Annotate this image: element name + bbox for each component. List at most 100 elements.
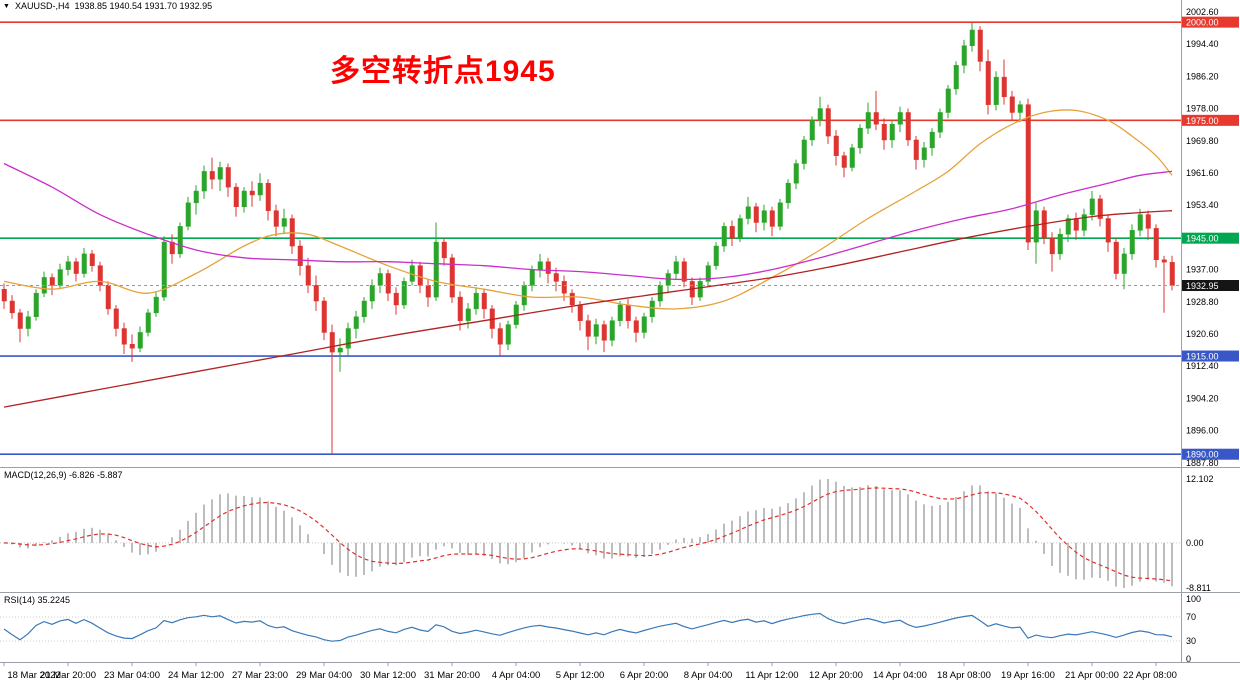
candle [953, 61, 959, 95]
macd-histogram [11, 479, 1173, 588]
time-axis-label: 23 Mar 04:00 [104, 670, 160, 681]
rsi-axis: 100 70 30 0 [1186, 594, 1201, 664]
candle [889, 120, 895, 148]
price-axis-label: 1904.20 [1186, 393, 1219, 403]
price-tag: 2000.00 [1182, 16, 1239, 28]
candle [377, 267, 383, 294]
price-axis-label: 1994.40 [1186, 39, 1219, 49]
candle [145, 308, 151, 337]
time-axis-label: 19 Apr 16:00 [1001, 670, 1055, 681]
candle [121, 322, 127, 355]
candle [113, 304, 119, 337]
time-axis-label: 18 Apr 08:00 [937, 670, 991, 681]
candle [489, 304, 495, 339]
candle [945, 84, 951, 119]
rsi-axis-label: 0 [1186, 654, 1191, 664]
price-tag: 1945.00 [1182, 232, 1239, 244]
candle [937, 108, 943, 139]
candle [9, 295, 15, 319]
candle [785, 179, 791, 209]
candle [161, 236, 167, 302]
time-axis-label: 27 Mar 23:00 [232, 670, 288, 681]
svg-text:1975.00: 1975.00 [1186, 116, 1219, 126]
time-axis-label: 12 Apr 20:00 [809, 670, 863, 681]
svg-text:1945.00: 1945.00 [1186, 234, 1219, 244]
candle [289, 214, 295, 254]
candle [769, 206, 775, 237]
candle [1001, 59, 1007, 105]
candle [97, 261, 103, 292]
horizontal-price-lines [0, 21, 1181, 456]
rsi-axis-label: 30 [1186, 636, 1196, 646]
candle [465, 302, 471, 329]
candle [225, 163, 231, 197]
candle [505, 320, 511, 351]
candle [793, 159, 799, 190]
candle [905, 108, 911, 146]
svg-text:2000.00: 2000.00 [1186, 18, 1219, 28]
candle [305, 257, 311, 294]
price-axis-label: 1887.80 [1186, 458, 1219, 468]
candle [921, 141, 927, 168]
candle [345, 322, 351, 357]
price-axis-label: 1920.60 [1186, 329, 1219, 339]
candle [761, 204, 767, 231]
candle [985, 49, 991, 115]
candle [833, 130, 839, 166]
candle [825, 104, 831, 144]
candle [1049, 232, 1055, 272]
time-axis-label: 21 Mar 20:00 [40, 670, 96, 681]
candle [1105, 214, 1111, 252]
candle [1113, 238, 1119, 280]
candle [369, 279, 375, 309]
candle [601, 320, 607, 353]
macd-axis-label: 0.00 [1186, 538, 1204, 548]
candle [201, 165, 207, 199]
candle [25, 310, 31, 337]
candle [1129, 224, 1135, 260]
symbol-dropdown-icon[interactable]: ▼ [3, 2, 10, 10]
price-axis-label: 1953.40 [1186, 200, 1219, 210]
candle [401, 277, 407, 309]
candle [393, 287, 399, 315]
time-axis-label: 4 Apr 04:00 [492, 670, 541, 681]
price-axis-label: 1961.60 [1186, 168, 1219, 178]
candle [1097, 194, 1103, 227]
ma-orange-line [3, 109, 1173, 310]
ma-magenta-line [3, 162, 1173, 281]
candle [257, 173, 263, 201]
price-tag: 1975.00 [1182, 114, 1239, 126]
candle [105, 281, 111, 315]
candle [473, 287, 479, 315]
price-axis-label: 1937.00 [1186, 265, 1219, 275]
price-tag: 1890.00 [1182, 448, 1239, 460]
candle [1121, 247, 1127, 290]
time-axis-label: 8 Apr 04:00 [684, 670, 733, 681]
rsi-line [3, 612, 1173, 642]
price-axis-label: 1912.40 [1186, 361, 1219, 371]
candle [633, 316, 639, 343]
candle [433, 222, 439, 302]
candle [481, 289, 487, 319]
candle [1009, 90, 1015, 121]
candle [625, 299, 631, 329]
candle [553, 267, 559, 292]
time-axis-label: 29 Mar 04:00 [296, 670, 352, 681]
candle [337, 338, 343, 372]
candle [153, 291, 159, 317]
candle [841, 151, 847, 178]
time-axis-label: 30 Mar 12:00 [360, 670, 416, 681]
time-axis-label: 6 Apr 20:00 [620, 670, 669, 681]
candle [129, 334, 135, 362]
candle [729, 220, 735, 247]
candle [537, 253, 543, 278]
candle [913, 136, 919, 170]
candle [233, 183, 239, 217]
candle [801, 136, 807, 170]
panel-separators [0, 0, 1240, 663]
macd-signal-line [3, 487, 1173, 582]
price-axis-label: 1978.00 [1186, 104, 1219, 114]
candle [1, 283, 7, 309]
candle [641, 312, 647, 339]
